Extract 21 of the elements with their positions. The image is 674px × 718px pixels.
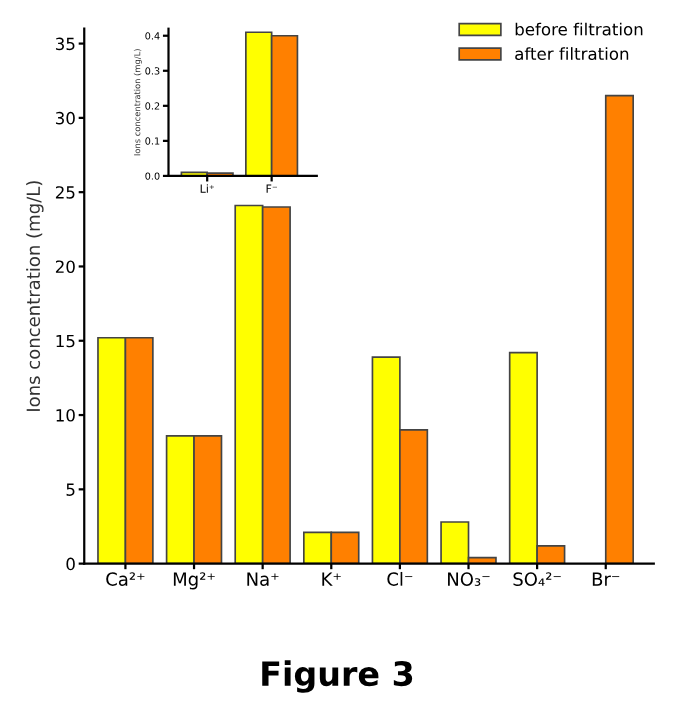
x-tick-label: Ca²⁺ (106, 572, 145, 586)
y-tick-label: 35 (55, 37, 75, 51)
bar (604, 94, 635, 564)
x-tick-label: Na⁺ (247, 572, 279, 586)
x-tick-label: NO₃⁻ (448, 572, 490, 586)
x-tick-label: SO₄²⁻ (513, 572, 561, 586)
y-tick-label: 5 (66, 483, 75, 496)
legend-label: before filtration (515, 22, 643, 36)
x-tick-label: Br⁻ (592, 572, 620, 586)
x-tick-label: Cl⁻ (387, 571, 413, 586)
legend-label: after filtration (515, 47, 629, 61)
y-tick-label: 30 (55, 111, 75, 125)
y-tick-label: 15 (56, 334, 75, 348)
caption: Figure 3 (262, 660, 413, 693)
x-tick-label: Mg²⁺ (173, 572, 215, 590)
y-tick-label: 0 (66, 557, 75, 571)
y-tick-label: 25 (55, 186, 75, 199)
y-axis-title: Ions concentration (mg/L) (26, 181, 44, 411)
x-tick-label: K⁺ (322, 572, 341, 586)
y-tick-label: 20 (55, 260, 75, 274)
y-tick-label: 10 (56, 409, 75, 422)
